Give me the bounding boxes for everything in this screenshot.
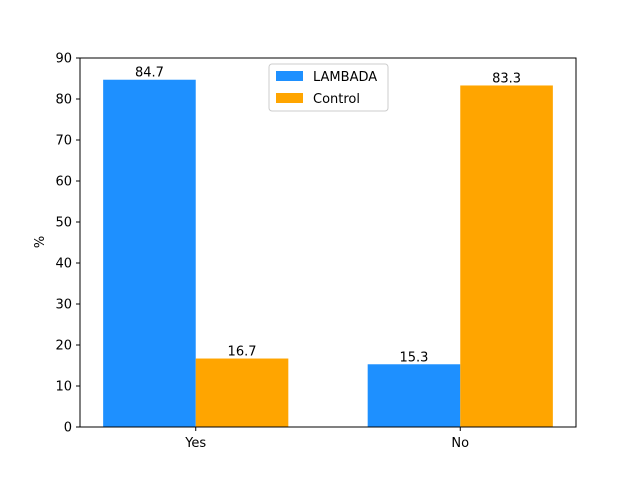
bar-control-no <box>460 85 553 427</box>
x-axis: Yes No <box>184 427 469 451</box>
y-tick-label: 0 <box>64 421 72 436</box>
legend-label-control: Control <box>313 92 360 107</box>
bars-layer <box>103 79 553 427</box>
y-tick-label: 30 <box>55 298 72 313</box>
y-tick-label: 20 <box>55 339 72 354</box>
y-tick-label: 10 <box>55 380 72 395</box>
y-tick-label: 70 <box>55 134 72 149</box>
x-tick-label-yes: Yes <box>184 436 206 451</box>
y-tick-label: 40 <box>55 257 72 272</box>
bar-control-yes <box>195 358 289 427</box>
data-label-control-yes: 16.7 <box>228 345 257 360</box>
legend-swatch-control <box>276 93 303 103</box>
bar-lambada-yes <box>103 79 196 427</box>
y-tick-label: 60 <box>55 175 72 190</box>
bar-lambada-no <box>367 364 461 427</box>
y-tick-label: 80 <box>55 93 72 108</box>
data-label-control-no: 83.3 <box>492 71 521 86</box>
x-tick-label-no: No <box>451 436 469 451</box>
legend: LAMBADA Control <box>268 63 389 112</box>
y-axis-label: % <box>33 236 48 248</box>
y-tick-label: 90 <box>55 52 72 67</box>
y-tick-label: 50 <box>55 216 72 231</box>
data-label-lambada-yes: 84.7 <box>135 66 164 81</box>
legend-label-lambada: LAMBADA <box>313 70 377 85</box>
data-label-lambada-no: 15.3 <box>399 350 428 365</box>
legend-swatch-lambada <box>276 71 303 81</box>
y-axis: 0 10 20 30 40 50 60 70 80 90 <box>55 52 80 436</box>
plot-area-frame <box>79 57 577 428</box>
data-labels-layer: 84.7 15.3 16.7 83.3 <box>135 66 521 366</box>
